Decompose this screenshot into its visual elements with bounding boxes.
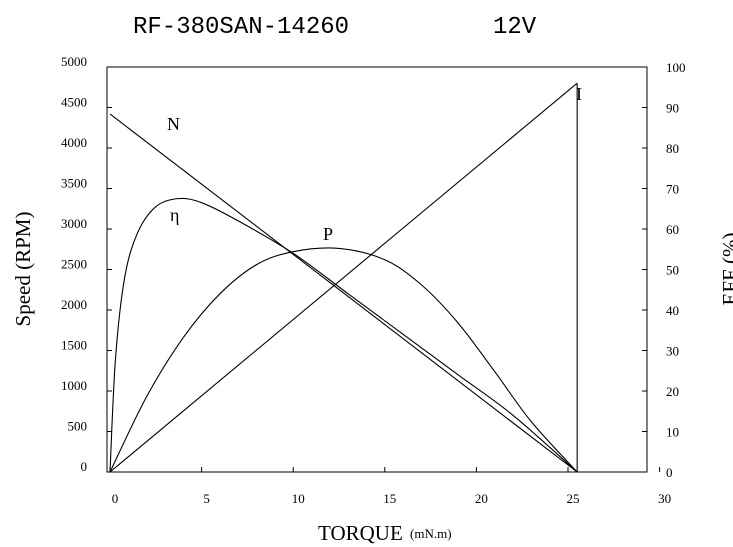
y2-tick-label: 30 — [666, 344, 679, 359]
series-N-line — [109, 113, 578, 473]
y-tick-label: 3000 — [61, 216, 87, 231]
y-tick-label: 0 — [81, 459, 88, 474]
series-P-label: P — [323, 224, 333, 244]
y-tick-label: 500 — [68, 419, 88, 434]
y2-tick-label: 20 — [666, 384, 679, 399]
chart-title: RF-380SAN-14260 — [133, 14, 349, 41]
series-η-label: η — [170, 205, 179, 225]
series-layer — [109, 82, 578, 473]
x-tick-label: 0 — [112, 491, 119, 506]
y-axis-left-title: Speed (RPM) — [11, 212, 35, 327]
y-tick-label: 4000 — [61, 135, 87, 150]
series-I-line — [109, 82, 578, 473]
x-axis-title: TORQUE — [318, 521, 403, 545]
y2-tick-label: 40 — [666, 303, 679, 318]
y-tick-label: 3500 — [61, 176, 87, 191]
x-tick-label: 5 — [203, 491, 210, 506]
y-tick-label: 1500 — [61, 338, 87, 353]
x-tick-label: 15 — [383, 491, 396, 506]
y-axis-right-title: EFF (%) — [718, 233, 733, 306]
x-axis: 0 5 10 15 20 25 30 — [109, 467, 671, 506]
y-tick-label: 2000 — [61, 297, 87, 312]
y2-tick-label: 10 — [666, 425, 679, 440]
x-axis-unit: (mN.m) — [410, 526, 452, 541]
y-tick-label: 4500 — [61, 95, 87, 110]
y2-tick-label: 70 — [666, 182, 679, 197]
y-tick-label: 5000 — [61, 54, 87, 69]
x-tick-label: 20 — [475, 491, 488, 506]
series-P-line — [109, 247, 578, 473]
series-I-label: I — [576, 84, 582, 104]
y2-tick-label: 100 — [666, 60, 686, 75]
y-tick-label: 2500 — [61, 257, 87, 272]
plot-area — [106, 66, 648, 473]
y-tick-label: 1000 — [61, 378, 87, 393]
y2-tick-label: 50 — [666, 263, 679, 278]
y2-tick-label: 0 — [666, 465, 673, 480]
series-N-label: N — [167, 114, 180, 134]
y-axis-right: 0 10 20 30 40 50 60 70 80 90 100 — [642, 60, 686, 480]
x-tick-label: 30 — [658, 491, 671, 506]
series-η-line — [109, 197, 578, 473]
x-tick-label: 10 — [292, 491, 305, 506]
y2-tick-label: 80 — [666, 141, 679, 156]
chart-subtitle: 12V — [493, 14, 537, 41]
x-tick-label: 25 — [567, 491, 580, 506]
curve-labels: N I Pη — [167, 84, 582, 244]
y-axis-left: 0 500 1000 1500 2000 2500 3000 3500 4000 4500 5000 — [61, 54, 112, 474]
y2-tick-label: 90 — [666, 101, 679, 116]
y2-tick-label: 60 — [666, 222, 679, 237]
